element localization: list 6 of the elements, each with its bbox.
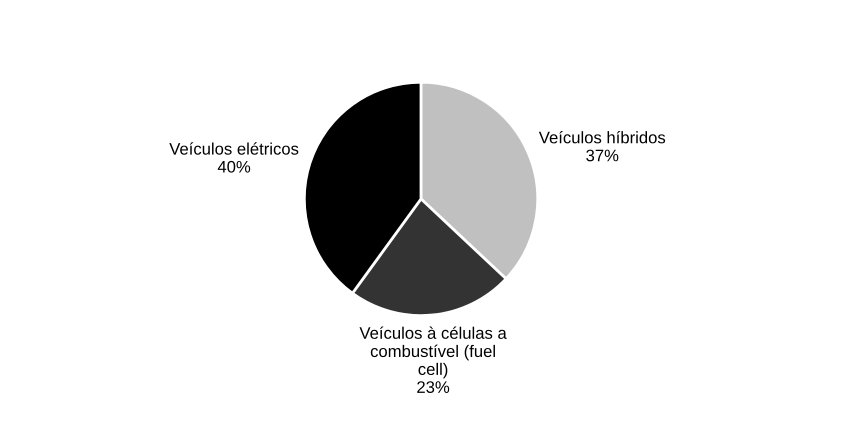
data-label: 37%	[586, 150, 618, 162]
slice-label: Veículos elétricos	[169, 142, 298, 155]
slice-label: Veículos híbridos	[538, 130, 666, 144]
data-label: 40%	[218, 160, 250, 173]
slice-label: Veículos à células a combustível (fuel cell)	[359, 326, 507, 378]
data-label: 23%	[417, 381, 450, 394]
